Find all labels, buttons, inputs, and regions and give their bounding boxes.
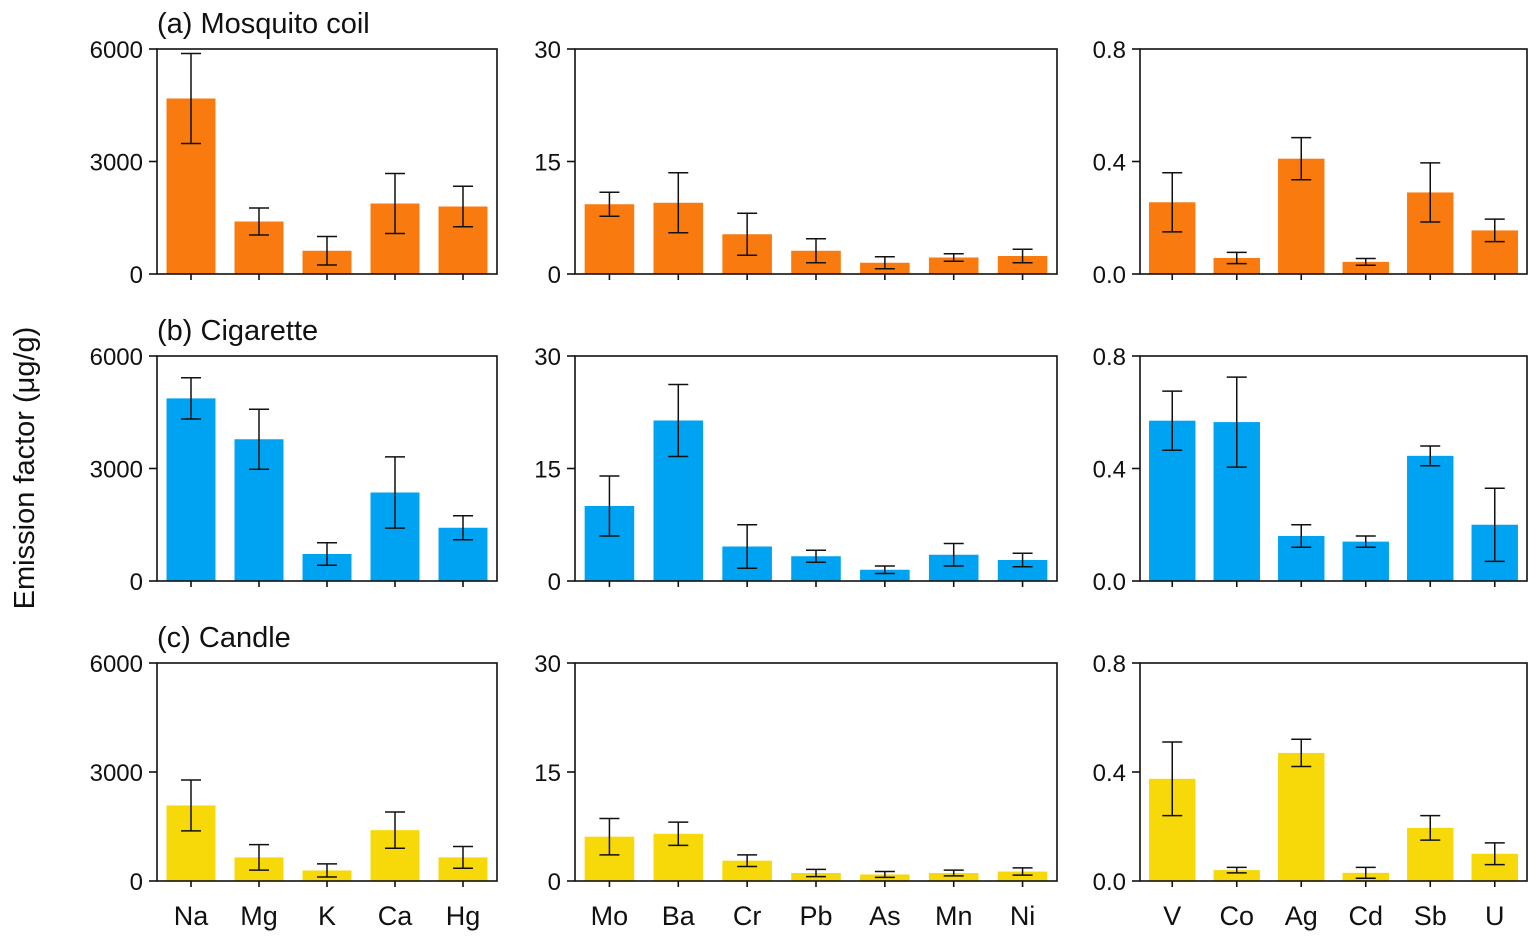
y-tick-label: 30 <box>534 37 561 64</box>
bar-mn <box>928 873 979 881</box>
x-tick-label: Na <box>174 901 209 931</box>
y-tick-label: 0 <box>130 262 143 289</box>
x-tick-label: V <box>1163 901 1181 931</box>
panel-title: (a) Mosquito coil <box>157 8 370 40</box>
bar-mn <box>928 257 979 274</box>
bar-ni <box>997 871 1048 881</box>
y-tick-label: 0.8 <box>1093 651 1126 678</box>
x-tick-label: K <box>318 901 336 931</box>
y-tick-label: 3000 <box>90 457 143 484</box>
bar-hg <box>438 857 488 881</box>
y-tick-label: 30 <box>534 651 561 678</box>
y-tick-label: 0 <box>548 569 561 596</box>
bar-cd <box>1342 261 1389 274</box>
bar-sb <box>1407 455 1454 581</box>
x-tick-label: Mn <box>935 901 973 931</box>
y-tick-label: 15 <box>534 760 561 787</box>
y-tick-label: 6000 <box>90 344 143 371</box>
plot-frame <box>574 355 1058 582</box>
y-tick-label: 0.4 <box>1093 760 1126 787</box>
x-tick-label: Pb <box>799 901 832 931</box>
bar-ni <box>997 560 1048 581</box>
bar-as <box>860 569 910 581</box>
y-tick-label: 0 <box>548 262 561 289</box>
y-tick-label: 6000 <box>90 651 143 678</box>
plot-frame <box>1139 662 1528 882</box>
y-tick-label: 0 <box>130 869 143 896</box>
y-tick-label: 3000 <box>90 150 143 177</box>
bar-cr <box>722 860 772 881</box>
x-tick-label: Hg <box>446 901 481 931</box>
y-tick-label: 0.4 <box>1093 457 1126 484</box>
plot-frame <box>574 662 1058 882</box>
x-tick-label: U <box>1485 901 1505 931</box>
x-tick-label: Mg <box>240 901 278 931</box>
x-tick-label: Ca <box>378 901 413 931</box>
y-tick-label: 3000 <box>90 760 143 787</box>
y-tick-label: 0.0 <box>1093 569 1126 596</box>
y-tick-label: 0 <box>130 569 143 596</box>
x-tick-label: Cr <box>733 901 762 931</box>
y-tick-label: 0 <box>548 869 561 896</box>
x-tick-label: Cd <box>1348 901 1383 931</box>
x-tick-label: Co <box>1219 901 1254 931</box>
bar-cd <box>1342 541 1389 581</box>
y-tick-label: 0.8 <box>1093 344 1126 371</box>
bar-ni <box>997 256 1048 274</box>
y-tick-label: 0.8 <box>1093 37 1126 64</box>
bar-co <box>1213 870 1260 881</box>
x-tick-label: Ba <box>662 901 696 931</box>
x-tick-label: Ag <box>1285 901 1318 931</box>
y-tick-label: 30 <box>534 344 561 371</box>
y-tick-label: 15 <box>534 150 561 177</box>
y-axis-title: Emission factor (μg/g) <box>9 327 41 610</box>
plot-frame <box>1139 355 1528 582</box>
bar-co <box>1213 257 1260 274</box>
x-tick-label: Ni <box>1010 901 1036 931</box>
panel-title: (b) Cigarette <box>157 315 318 347</box>
x-tick-label: Sb <box>1414 901 1447 931</box>
x-tick-label: As <box>869 901 901 931</box>
y-tick-label: 0.0 <box>1093 262 1126 289</box>
x-tick-label: Mo <box>591 901 629 931</box>
y-tick-label: 15 <box>534 457 561 484</box>
bar-ag <box>1278 752 1325 881</box>
y-tick-label: 0.0 <box>1093 869 1126 896</box>
bar-na <box>166 398 216 581</box>
y-tick-label: 6000 <box>90 37 143 64</box>
plot-frame <box>1139 48 1528 275</box>
y-tick-label: 0.4 <box>1093 150 1126 177</box>
panel-title: (c) Candle <box>157 622 291 654</box>
